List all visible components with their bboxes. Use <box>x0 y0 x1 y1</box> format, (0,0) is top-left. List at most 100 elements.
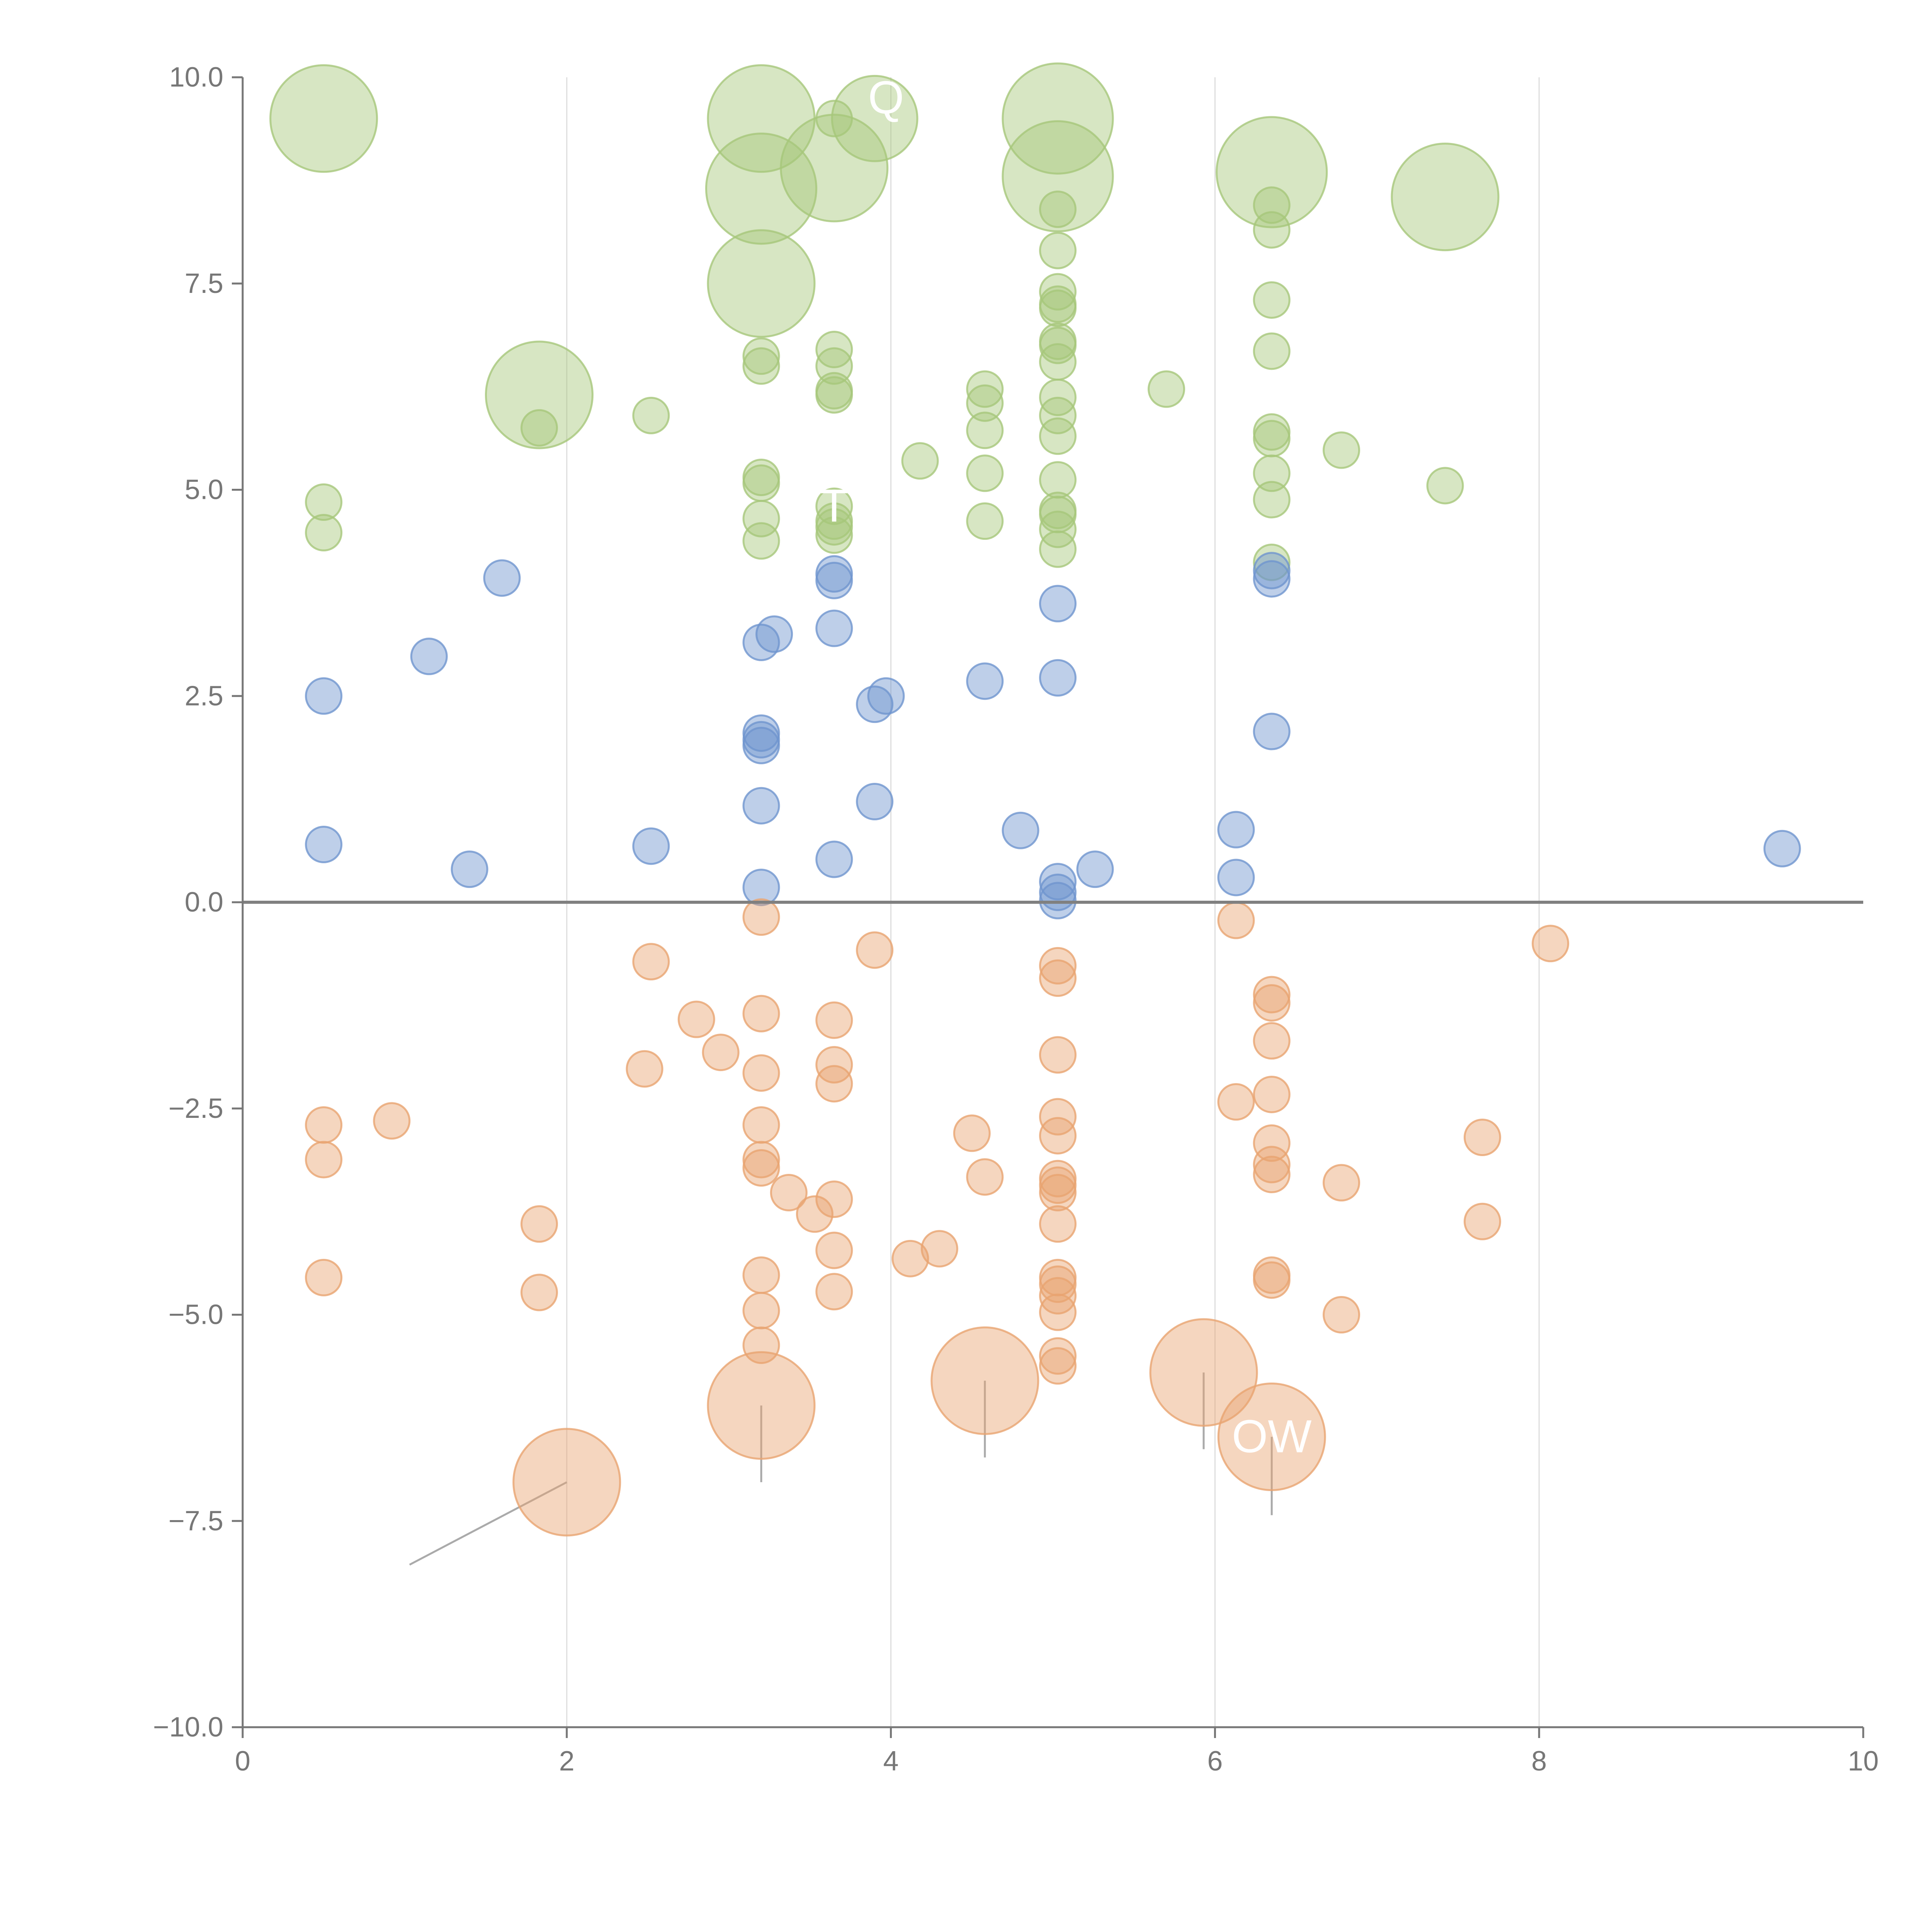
point-green-15 <box>1039 273 1077 311</box>
point-green-56 <box>966 502 1004 540</box>
y-tick-label-6: 5.0 <box>185 474 223 505</box>
point-orange-67 <box>512 1428 621 1537</box>
point-orange-32 <box>742 1149 780 1187</box>
point-blue-5 <box>1039 585 1077 622</box>
point-label-1: T <box>820 480 848 532</box>
point-green-18 <box>1039 285 1077 323</box>
point-orange-10 <box>677 1000 715 1038</box>
point-green-6 <box>1002 120 1114 233</box>
point-orange-18 <box>815 1065 853 1103</box>
point-blue-18 <box>742 726 780 764</box>
point-orange-36 <box>1323 1164 1361 1202</box>
point-green-61 <box>742 522 780 560</box>
point-orange-21 <box>1039 1098 1077 1136</box>
leader-line-0 <box>409 1481 567 1566</box>
point-green-8 <box>1216 116 1328 228</box>
point-orange-58 <box>1039 1293 1077 1331</box>
point-blue-4 <box>815 561 853 599</box>
point-green-0 <box>269 64 378 173</box>
point-orange-30 <box>305 1141 343 1179</box>
point-green-31 <box>485 340 594 449</box>
point-orange-60 <box>742 1326 780 1364</box>
point-blue-0 <box>1253 552 1291 590</box>
y-tick-label-8: 10.0 <box>169 62 223 93</box>
x-tick-label-3: 6 <box>1207 1746 1223 1777</box>
point-orange-34 <box>966 1158 1004 1196</box>
point-green-22 <box>1253 332 1291 370</box>
point-green-44 <box>966 454 1004 492</box>
point-blue-31 <box>742 869 780 906</box>
point-orange-64 <box>930 1326 1039 1435</box>
point-green-60 <box>815 516 853 554</box>
point-green-49 <box>1253 481 1291 519</box>
point-green-24 <box>1039 343 1077 381</box>
point-orange-39 <box>1039 1174 1077 1212</box>
y-tick-label-7: 7.5 <box>185 268 223 299</box>
point-green-11 <box>1039 190 1077 228</box>
point-green-63 <box>1253 543 1291 581</box>
point-green-28 <box>1148 370 1185 408</box>
point-orange-15 <box>815 1046 853 1084</box>
point-green-7 <box>705 133 818 245</box>
point-orange-61 <box>1039 1337 1077 1375</box>
point-orange-4 <box>632 943 670 981</box>
y-tick-label-1: −7.5 <box>168 1505 223 1536</box>
point-orange-7 <box>1253 976 1291 1014</box>
point-green-51 <box>815 487 853 525</box>
point-orange-2 <box>1532 925 1570 963</box>
point-labels: Q T OW <box>820 71 1311 1462</box>
point-orange-59 <box>1323 1296 1361 1333</box>
point-orange-55 <box>520 1274 558 1311</box>
x-tick-label-0: 0 <box>235 1746 250 1777</box>
point-orange-54 <box>815 1273 853 1311</box>
point-orange-38 <box>770 1174 808 1212</box>
point-blue-21 <box>1217 811 1255 849</box>
point-orange-25 <box>953 1114 991 1152</box>
point-green-20 <box>1039 327 1077 364</box>
point-orange-3 <box>856 931 894 969</box>
point-blue-22 <box>1002 811 1039 849</box>
axes: −10.0 −7.5 −5.0 −2.5 0.0 2.5 5.0 7.5 10.0 0 2 4 6 8 10 <box>153 62 1879 1777</box>
point-blue-28 <box>1076 850 1114 888</box>
point-green-21 <box>815 331 853 369</box>
point-orange-6 <box>1039 959 1077 997</box>
point-orange-63 <box>1149 1318 1258 1427</box>
x-tick-label-2: 4 <box>883 1746 899 1777</box>
point-green-54 <box>742 500 780 537</box>
point-orange-17 <box>742 1054 780 1092</box>
x-tick-label-1: 2 <box>559 1746 575 1777</box>
point-blue-9 <box>410 638 448 675</box>
point-orange-41 <box>796 1195 833 1233</box>
point-orange-9 <box>742 995 780 1032</box>
point-green-23 <box>742 337 780 375</box>
point-blue-30 <box>1039 863 1077 901</box>
point-green-47 <box>742 464 780 502</box>
point-green-14 <box>707 229 816 338</box>
point-green-27 <box>966 370 1004 408</box>
point-orange-0 <box>742 898 780 936</box>
point-green-36 <box>520 409 558 447</box>
point-orange-44 <box>1039 1205 1077 1243</box>
point-orange-11 <box>815 1001 853 1039</box>
point-green-42 <box>901 442 939 480</box>
point-orange-53 <box>1039 1265 1077 1303</box>
point-green-50 <box>305 483 343 521</box>
point-green-13 <box>1039 231 1077 269</box>
x-tick-label-5: 10 <box>1848 1746 1879 1777</box>
y-tick-label-5: 2.5 <box>185 680 223 711</box>
point-orange-65 <box>707 1351 816 1460</box>
point-orange-46 <box>815 1231 853 1269</box>
point-label-0: Q <box>868 71 904 123</box>
point-orange-45 <box>920 1230 958 1268</box>
point-green-62 <box>1039 530 1077 568</box>
point-blue-11 <box>966 662 1004 700</box>
point-green-48 <box>1426 467 1464 505</box>
point-orange-40 <box>815 1180 853 1218</box>
point-orange-57 <box>742 1292 780 1330</box>
point-orange-26 <box>1039 1117 1077 1155</box>
point-orange-19 <box>1253 1075 1291 1113</box>
point-orange-52 <box>1253 1261 1291 1299</box>
point-green-37 <box>966 412 1004 449</box>
point-orange-66 <box>1217 1382 1326 1491</box>
